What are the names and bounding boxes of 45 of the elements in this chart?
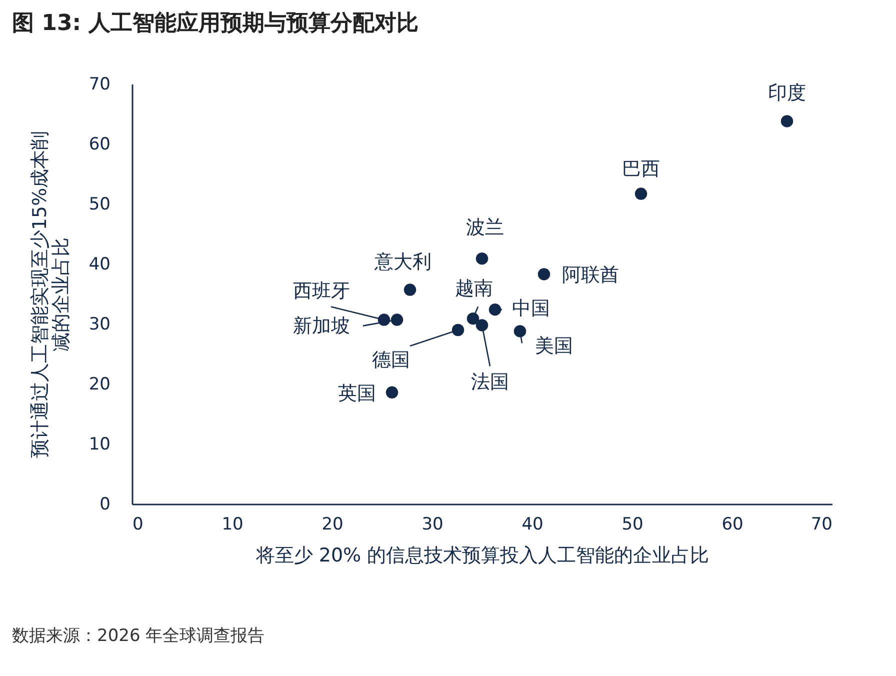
point [404,284,416,296]
y-tick-label: 10 [88,434,110,454]
x-tick-label: 20 [322,514,344,534]
x-tick-label: 30 [422,514,444,534]
y-tick-label: 60 [88,134,110,154]
annotation: 新加坡 [293,314,350,337]
annotation: 中国 [512,298,550,320]
y-tick-label: 30 [88,314,110,334]
annotation: 印度 [768,82,806,104]
y-axis-title: 预计通过人工智能实现至少15%成本削减的企业占比 [28,130,72,458]
x-tick-label: 10 [222,514,244,534]
point [634,188,648,200]
annotation: 美国 [535,335,573,358]
x-tick-label: 70 [810,514,832,534]
x-tick-label: 40 [522,514,544,534]
annotation: 西班牙 [293,280,350,302]
chart-title: 图 13: 人工智能应用预期与预算分配对比 [12,10,419,36]
point [780,115,794,128]
annotation: 法国 [471,371,509,394]
source-note: 数据来源：2026 年全球调查报告 [12,626,265,646]
annotation: 德国 [372,349,410,371]
point [452,324,464,336]
point [538,268,550,280]
annotation: 波兰 [466,216,504,239]
y-tick-label: 20 [88,374,110,394]
point [514,325,526,338]
x-axis-title: 将至少 20% 的信息技术预算投入人工智能的企业占比 [254,544,710,566]
point [466,312,480,325]
annotation: 阿联酋 [562,264,619,286]
point [488,303,502,316]
y-tick-label: 70 [88,74,110,94]
point [386,386,398,399]
annotation: 巴西 [622,158,660,180]
annotation: 英国 [338,382,376,404]
y-tick-label: 40 [88,254,110,274]
y-tick-label: 50 [88,194,110,214]
point [476,252,488,265]
x-tick-label: 50 [622,514,644,534]
point [476,319,488,332]
y-tick-label: 0 [100,494,110,514]
annotation: 意大利 [374,250,432,273]
x-tick-label: 0 [132,514,144,534]
annotation: 越南 [455,278,493,300]
point [390,314,404,326]
x-tick-label: 60 [722,514,744,534]
